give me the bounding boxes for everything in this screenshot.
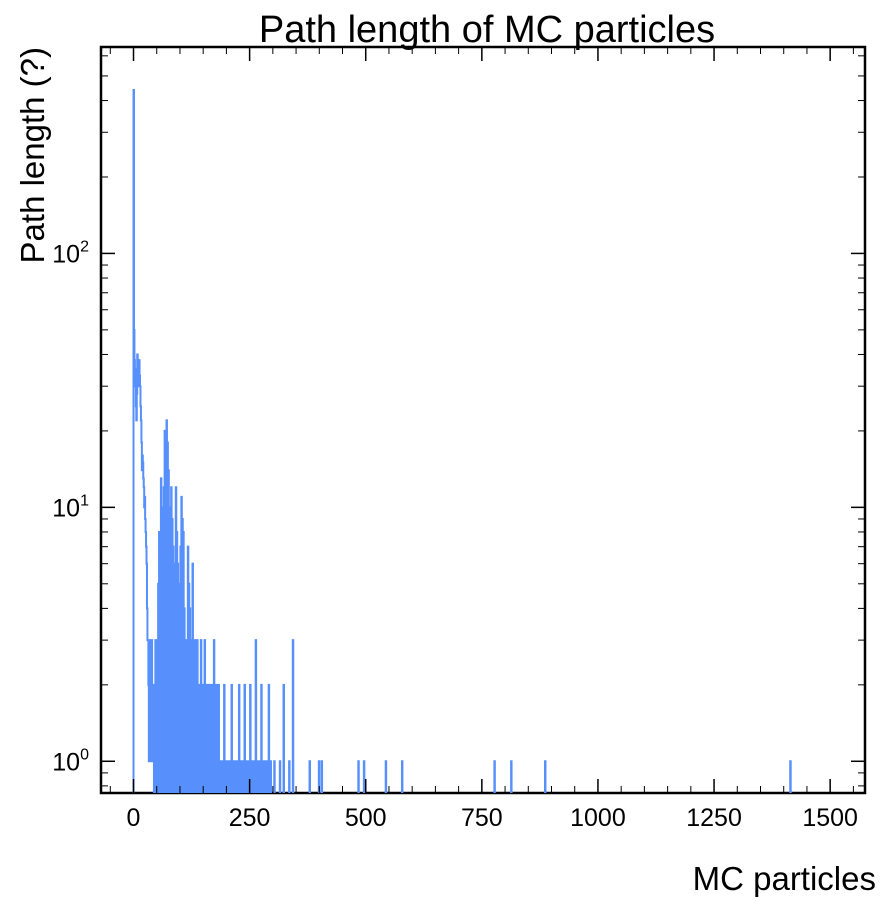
y-axis-label: Path length (?) [14,47,51,263]
x-tick-label: 1000 [570,804,626,832]
x-tick-label: 1500 [802,804,858,832]
x-tick-label: 250 [229,804,271,832]
y-tick-label: 100 [52,746,89,776]
y-ticks: 100 101 102 [52,55,865,787]
x-ticks: 0 250 500 750 1000 1250 1500 [109,47,858,832]
chart-title: Path length of MC particles [259,9,715,51]
y-tick-label: 102 [52,238,89,268]
x-tick-label: 750 [461,804,503,832]
x-tick-label: 0 [127,804,141,832]
x-axis-label: MC particles [693,860,876,897]
y-tick-label: 101 [52,492,89,522]
x-tick-label: 1250 [686,804,742,832]
plot-frame [99,45,867,795]
histogram-series [132,89,792,793]
x-tick-label: 500 [345,804,387,832]
